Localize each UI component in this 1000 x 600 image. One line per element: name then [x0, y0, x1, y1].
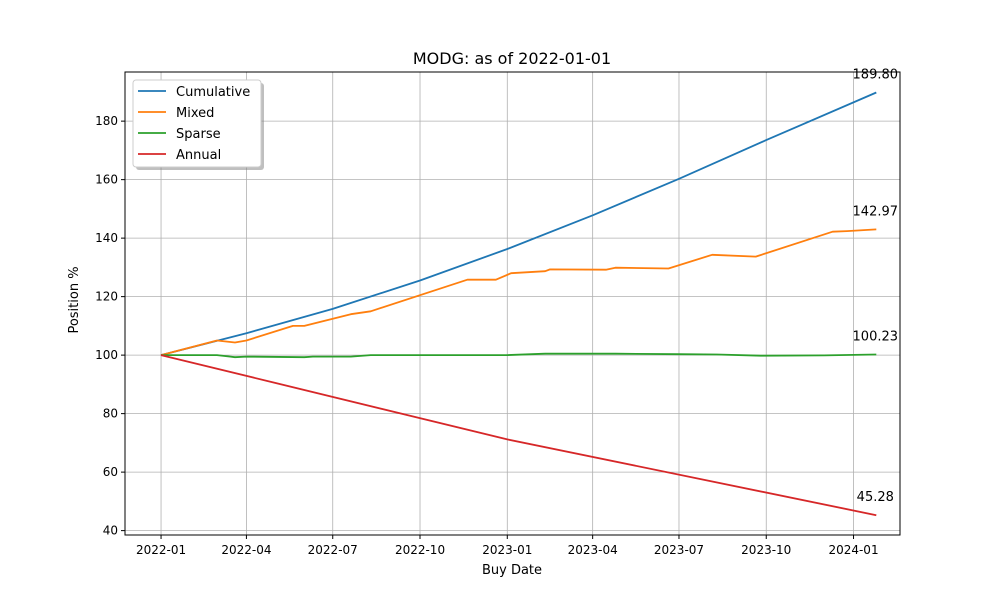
legend-label: Mixed: [176, 106, 214, 121]
y-tick-label: 100: [95, 348, 118, 362]
plot-frame: [124, 71, 901, 536]
y-tick-label: 120: [95, 290, 118, 304]
x-tick-label: 2023-01: [482, 543, 532, 557]
axis-ticks: 2022-01 2022-04 2022-07 2022-10 2023-01 2023-…: [95, 114, 878, 557]
y-tick-label: 80: [103, 407, 118, 421]
x-tick-label: 2023-04: [568, 543, 618, 557]
end-label-annual: 45.28: [857, 490, 894, 505]
series-group: [160, 91, 877, 517]
chart-title: MODG: as of 2022-01-01: [413, 49, 611, 68]
legend-label: Sparse: [176, 127, 221, 142]
y-tick-label: 40: [103, 524, 118, 538]
x-tick-label: 2023-10: [741, 543, 791, 557]
x-axis-label: Buy Date: [482, 563, 542, 578]
x-tick-label: 2022-04: [221, 543, 271, 557]
x-tick-label: 2023-07: [654, 543, 704, 557]
series-line-annual: [160, 354, 877, 517]
legend: Cumulative Mixed Sparse Annual: [132, 79, 264, 170]
x-tick-label: 2022-07: [308, 543, 358, 557]
legend-box: [132, 79, 262, 168]
x-tick-label: 2022-01: [136, 543, 186, 557]
end-labels: 189.80 142.97 100.23 45.28: [853, 67, 899, 505]
y-tick-label: 140: [95, 231, 118, 245]
y-tick-label: 180: [95, 114, 118, 128]
series-line-cumulative: [160, 91, 877, 356]
y-axis-label: Position %: [67, 266, 82, 333]
x-tick-label: 2024-01: [828, 543, 878, 557]
series-line-sparse: [161, 352, 877, 359]
end-label-cumulative: 189.80: [853, 67, 899, 82]
y-tick-label: 60: [103, 465, 118, 479]
end-label-sparse: 100.23: [853, 329, 899, 344]
y-tick-label: 160: [95, 173, 118, 187]
end-label-mixed: 142.97: [853, 204, 899, 219]
legend-label: Annual: [176, 148, 221, 163]
x-tick-label: 2022-10: [395, 543, 445, 557]
legend-label: Cumulative: [176, 85, 250, 100]
series-line-mixed: [160, 228, 877, 356]
